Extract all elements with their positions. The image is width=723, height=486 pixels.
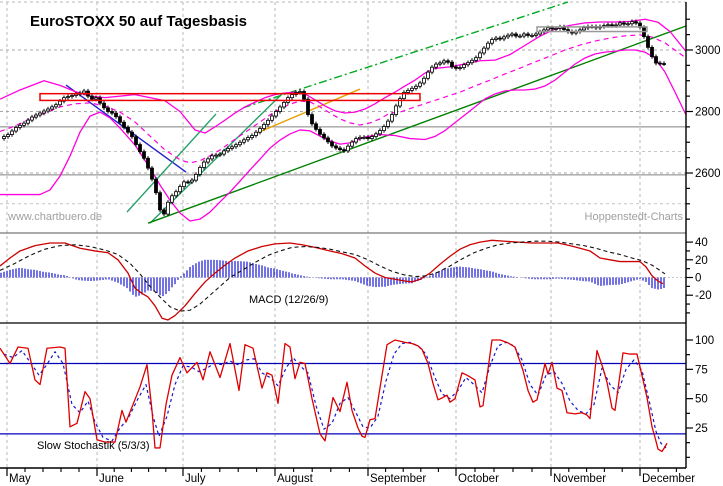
svg-text:May: May (9, 473, 31, 485)
svg-text:3000: 3000 (695, 45, 721, 57)
stochastic-panel (0, 339, 686, 453)
stochastic-indicator-label: Slow Stochastik (5/3/3) (37, 440, 150, 452)
watermark-hoppenstedt: Hoppenstedt-Charts (584, 211, 683, 223)
macd-panel (0, 239, 666, 321)
svg-text:2600: 2600 (695, 168, 721, 180)
svg-text:100: 100 (695, 335, 714, 347)
svg-text:December: December (642, 473, 695, 485)
svg-text:2800: 2800 (695, 107, 721, 119)
page-title: EuroSTOXX 50 auf Tagesbasis (30, 13, 248, 30)
svg-text:40: 40 (695, 237, 708, 249)
svg-text:20: 20 (695, 255, 708, 267)
macd-indicator-label: MACD (12/26/9) (249, 294, 329, 306)
svg-text:June: June (99, 473, 124, 485)
svg-text:September: September (370, 473, 426, 485)
svg-text:July: July (185, 473, 206, 485)
gridlines (0, 1, 686, 468)
svg-text:-20: -20 (695, 290, 712, 302)
svg-text:October: October (458, 473, 499, 485)
svg-text:25: 25 (695, 423, 708, 435)
svg-text:November: November (553, 473, 606, 485)
svg-text:75: 75 (695, 364, 708, 376)
svg-text:0: 0 (695, 273, 701, 285)
price-panel (0, 1, 687, 224)
svg-text:August: August (277, 473, 314, 485)
svg-text:50: 50 (695, 394, 708, 406)
watermark-chartbuero: www.chartbuero.de (8, 211, 103, 223)
